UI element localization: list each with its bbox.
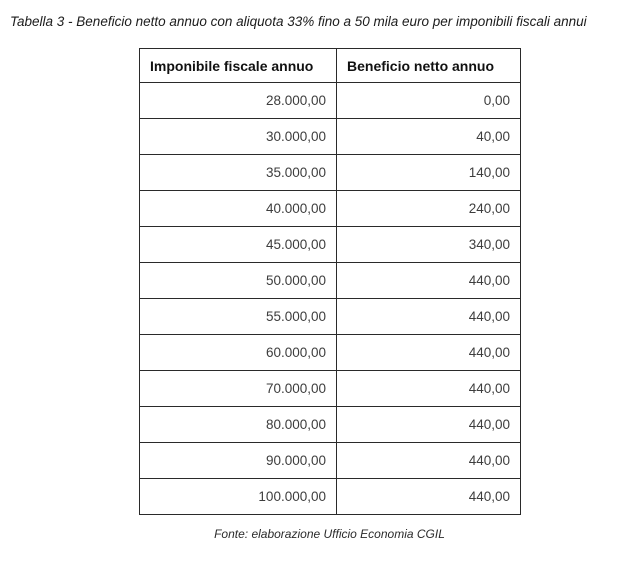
table-row: 80.000,00 440,00 [139,406,521,443]
table-cell: 440,00 [336,406,521,443]
column-header-imponibile: Imponibile fiscale annuo [139,48,337,83]
table-cell: 60.000,00 [139,334,337,371]
table-cell: 90.000,00 [139,442,337,479]
table-cell: 440,00 [336,442,521,479]
table-cell: 440,00 [336,262,521,299]
table-cell: 240,00 [336,190,521,227]
table-cell: 0,00 [336,82,521,119]
table-cell: 140,00 [336,154,521,191]
table-cell: 440,00 [336,298,521,335]
table-cell: 40,00 [336,118,521,155]
source-note: Fonte: elaborazione Ufficio Economia CGI… [214,527,445,541]
header-row: Imponibile fiscale annuo Beneficio netto… [139,48,521,83]
table-cell: 30.000,00 [139,118,337,155]
table-row: 35.000,00 140,00 [139,154,521,191]
table-cell: 440,00 [336,370,521,407]
table-cell: 440,00 [336,478,521,515]
data-table: Imponibile fiscale annuo Beneficio netto… [139,48,521,515]
table-cell: 100.000,00 [139,478,337,515]
table-cell: 340,00 [336,226,521,263]
table-row: 50.000,00 440,00 [139,262,521,299]
table-row: 30.000,00 40,00 [139,118,521,155]
table-row: 55.000,00 440,00 [139,298,521,335]
table-body: 28.000,00 0,00 30.000,00 40,00 35.000,00 140,… [139,82,521,515]
table-caption: Tabella 3 - Beneficio netto annuo con al… [10,14,587,29]
table-cell: 440,00 [336,334,521,371]
table-cell: 28.000,00 [139,82,337,119]
table-row: 28.000,00 0,00 [139,82,521,119]
table-row: 40.000,00 240,00 [139,190,521,227]
table-cell: 50.000,00 [139,262,337,299]
table-cell: 70.000,00 [139,370,337,407]
table-row: 60.000,00 440,00 [139,334,521,371]
table-cell: 80.000,00 [139,406,337,443]
table-cell: 40.000,00 [139,190,337,227]
table-row: 45.000,00 340,00 [139,226,521,263]
column-header-beneficio: Beneficio netto annuo [336,48,521,83]
table-row: 70.000,00 440,00 [139,370,521,407]
table-cell: 45.000,00 [139,226,337,263]
table-header: Imponibile fiscale annuo Beneficio netto… [139,48,521,83]
table-cell: 35.000,00 [139,154,337,191]
table-cell: 55.000,00 [139,298,337,335]
table-row: 90.000,00 440,00 [139,442,521,479]
table-row: 100.000,00 440,00 [139,478,521,515]
